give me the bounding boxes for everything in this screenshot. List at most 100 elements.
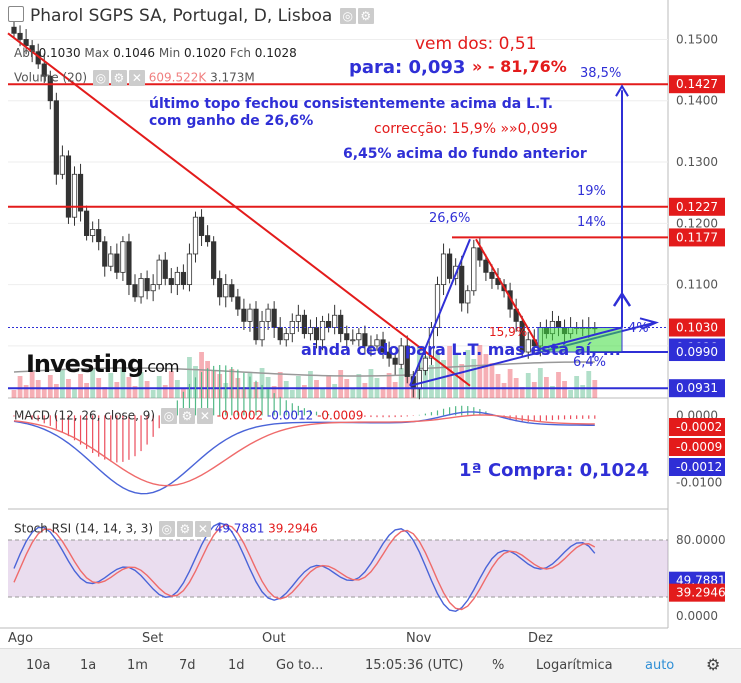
volume-bar [277,372,283,398]
candle-body [277,327,283,341]
candle-body [356,333,362,341]
goto-button[interactable]: Go to... [276,658,324,673]
volume-bar [350,388,356,398]
bottom-toolbar: 10a 1a 1m 7d 1d Go to... 15:05:36 (UTC) … [0,648,741,683]
candle-body [271,308,277,328]
log-button[interactable]: Logarítmica [536,658,613,673]
gear-icon[interactable]: ⚙ [110,70,127,86]
stoch-k-line [13,522,596,613]
gear-icon[interactable]: ⚙ [176,521,193,537]
eye-icon[interactable]: ◎ [339,8,356,24]
volume-value-1: 609.522K [148,70,207,85]
volume-bar [41,389,47,398]
volume-bar [550,386,555,398]
volume-bar [29,371,35,398]
volume-bar [338,370,344,398]
price-badge [669,197,725,216]
close-icon[interactable]: ✕ [194,521,211,537]
eye-icon[interactable]: ◎ [160,408,177,424]
stoch-value-k: 49.7881 [214,521,265,536]
candle-body [404,345,410,377]
stoch-badge [669,583,725,602]
candle-body [108,253,114,267]
volume-bar [108,373,114,398]
volume-bar [47,375,53,398]
price-tick-label: 0.1300 [676,155,718,169]
macd-badge [669,438,725,456]
volume-bar [289,390,295,398]
volume-bar [120,368,126,398]
annotation-26-6: 26,6% [429,211,471,226]
range-1m-button[interactable]: 1m [127,658,148,673]
percent-button[interactable]: % [492,658,505,673]
close-icon[interactable]: ✕ [196,408,213,424]
volume-bar [459,364,465,398]
gear-icon[interactable]: ⚙ [357,8,374,24]
price-badge [669,379,725,398]
time-tick-label: Set [142,631,163,646]
volume-bar [483,354,489,398]
time-tick-label: Nov [406,631,432,646]
price-tick-label: 0.1500 [676,32,718,46]
close-icon[interactable]: ✕ [128,70,145,86]
candle-body [519,320,525,353]
annotation-19: 19% [577,184,606,199]
candle-body [259,320,265,341]
settings-gear-icon[interactable]: ⚙ [706,655,721,674]
annotation-correccao: correcção: 15,9% »»0,099 [374,121,558,137]
price-badge-text: 0.1030 [676,321,718,335]
open-label: Abr [14,46,35,60]
candle-body [350,339,356,342]
rally-line [409,238,471,387]
range-10a-button[interactable]: 10a [26,658,51,673]
annotation-vem-dos: vem dos: 0,51 [415,34,537,54]
auto-button[interactable]: auto [645,658,675,673]
range-7d-button[interactable]: 7d [179,658,196,673]
candle-body [471,247,477,292]
annotation-compra: 1ª Compra: 0,1024 [459,460,650,481]
macd-tick-label: -0.0100 [676,475,722,489]
candle-body [102,241,108,267]
volume-bar [23,385,29,398]
volume-bar [501,383,507,398]
annotation-acima-fundo: 6,45% acima do fundo anterior [343,146,587,162]
candle-body [489,271,495,279]
volume-bar [271,386,277,398]
volume-bar [525,373,531,398]
candle-body [440,253,447,286]
volume-bar [435,351,440,398]
candle-body [174,271,180,286]
candle-body [47,75,53,102]
annotation-6-4: 6,4% [573,355,607,370]
macd-line [13,411,595,495]
candle-body [362,333,368,347]
volume-bar [114,382,120,398]
stoch-title: Stoch RSI (14, 14, 3, 3) ◎ ⚙ ✕ 49.7881 39.… [14,521,318,537]
volume-bar [90,369,96,398]
stoch-badge-text: 39.2946 [676,586,726,600]
price-tick-label: 0.1400 [676,94,718,108]
volume-bar [507,369,513,398]
price-badge [669,75,725,94]
candle-body [90,229,96,236]
candle-body [150,284,156,292]
investing-logo: Investing.com [26,350,179,378]
candle-body [114,253,120,273]
volume-bar [453,355,459,398]
annotation-14: 14% [577,215,606,230]
eye-icon[interactable]: ◎ [92,70,109,86]
volume-bar [60,370,65,398]
annotation-para: para: 0,093 [349,57,466,78]
volume-bar [447,346,452,398]
volume-bar [537,368,543,398]
gear-icon[interactable]: ⚙ [178,408,195,424]
volume-bar [362,383,368,398]
price-badge-text: 0.1427 [676,77,718,91]
range-1a-button[interactable]: 1a [80,658,97,673]
collapse-icon[interactable] [8,6,24,22]
eye-icon[interactable]: ◎ [158,521,175,537]
candle-body [319,320,326,341]
candle-body [265,308,271,322]
chart-title: Pharol SGPS SA, Portugal, D, Lisboa ◎ ⚙ [8,6,374,26]
range-1d-button[interactable]: 1d [228,658,245,673]
